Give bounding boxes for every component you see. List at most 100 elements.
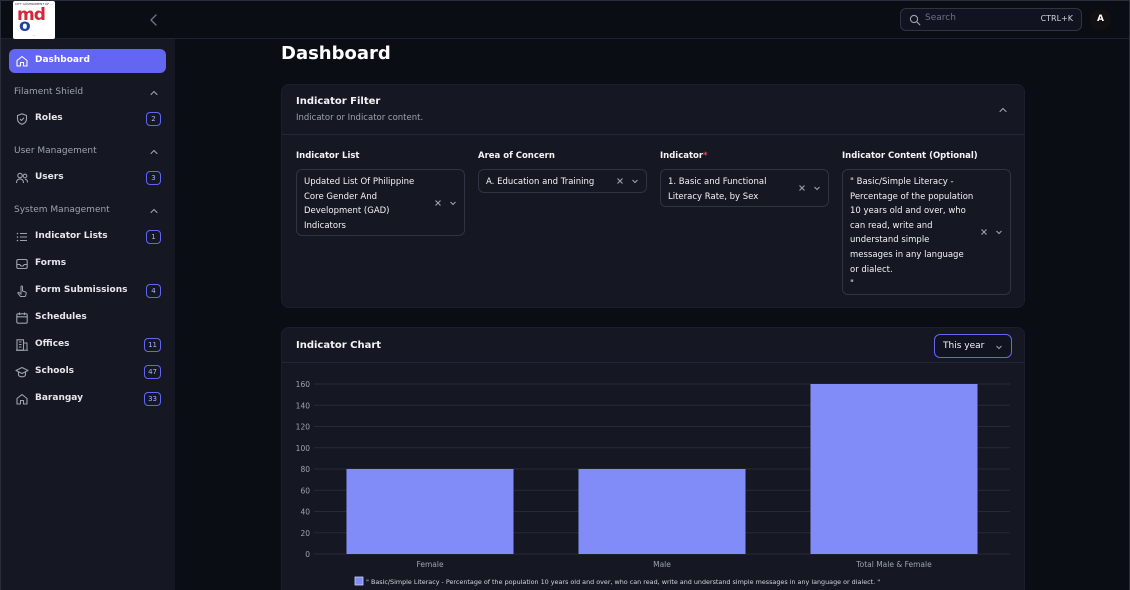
value-line: Development (GAD) [304, 206, 390, 217]
legend-label: " Basic/Simple Literacy - Percentage of … [366, 578, 880, 586]
bar-male[interactable] [578, 469, 746, 554]
x-tick-label: Total Male & Female [855, 560, 932, 569]
period-select[interactable]: This year [934, 334, 1012, 358]
filter-card-header[interactable]: Indicator Filter Indicator or Indicator … [282, 85, 1024, 135]
pointer-icon [17, 285, 27, 297]
sidebar-item-roles[interactable]: Roles 2 [9, 107, 166, 131]
clear-icon[interactable] [615, 176, 625, 186]
period-value: This year [943, 341, 985, 351]
calendar-icon [16, 312, 28, 324]
x-tick-label: Male [653, 560, 671, 569]
x-tick-label: Female [416, 560, 444, 569]
value-line: Literacy Rate, by Sex [668, 191, 759, 202]
logo-top-text: CITY GOVERNMENT OF ... [15, 2, 53, 6]
indicator-list-label: Indicator List [296, 151, 360, 161]
chevron-up-icon[interactable] [149, 147, 159, 157]
count-badge: 33 [144, 392, 161, 406]
sidebar: Dashboard Filament Shield Roles 2 User M… [1, 39, 175, 590]
chevron-up-icon[interactable] [149, 206, 159, 216]
indicator-label-text: Indicator [660, 151, 704, 161]
indicator-value: 1. Basic and Functional Literacy Rate, b… [668, 175, 792, 204]
legend-swatch [354, 576, 364, 586]
sidebar-item-schools[interactable]: Schools 47 [9, 360, 166, 384]
home-icon [16, 55, 28, 67]
y-axis: 0 20 40 60 80 100 120 140 160 [296, 380, 311, 559]
users-icon [15, 172, 29, 184]
y-tick-label: 0 [305, 550, 310, 559]
count-badge: 47 [144, 365, 161, 379]
sidebar-item-label: Schools [35, 366, 75, 376]
app-logo[interactable]: CITY GOVERNMENT OF ... md o ... [13, 1, 55, 39]
sidebar-item-forms[interactable]: Forms [9, 252, 166, 276]
value-line: or dialect. [850, 264, 893, 275]
home-icon [16, 393, 28, 405]
y-tick-label: 140 [296, 401, 311, 410]
sidebar-item-label: Form Submissions [35, 285, 128, 295]
sidebar-item-schedules[interactable]: Schedules [9, 306, 166, 330]
inbox-icon [16, 258, 28, 270]
sidebar-item-label: Barangay [35, 393, 83, 403]
chevron-left-icon [150, 14, 157, 26]
chevron-down-icon[interactable] [448, 198, 458, 208]
bar-chart: 0 20 40 60 80 100 120 140 160 Female Male Total Ma… [296, 380, 1010, 586]
area-of-concern-select[interactable]: A. Education and Training [478, 169, 647, 193]
clear-icon[interactable] [979, 227, 989, 237]
chevron-down-icon[interactable] [994, 227, 1004, 237]
group-label-system-management: System Management [14, 205, 110, 215]
bar-female[interactable] [346, 469, 514, 554]
top-bar: CITY GOVERNMENT OF ... md o ... Search C… [1, 1, 1129, 39]
bar-total-male-female[interactable] [810, 384, 978, 554]
chevron-down-icon[interactable] [630, 176, 640, 186]
value-line: A. Education and Training [486, 177, 595, 187]
chevron-down-icon [996, 345, 1002, 350]
search-icon [909, 14, 921, 26]
sidebar-item-label: Indicator Lists [35, 231, 108, 241]
sidebar-item-label: Roles [35, 113, 63, 123]
chevron-down-icon[interactable] [812, 183, 822, 193]
value-line: " Basic/Simple Literacy - [850, 177, 954, 187]
sidebar-item-dashboard[interactable]: Dashboard [9, 49, 166, 73]
global-search[interactable]: Search CTRL+K [900, 8, 1082, 31]
chevron-up-icon[interactable] [998, 105, 1008, 115]
chart-bars [346, 384, 978, 554]
chart-card-header: Indicator Chart This year [282, 328, 1024, 363]
sidebar-item-offices[interactable]: Offices 11 [9, 333, 166, 357]
count-badge: 2 [146, 112, 161, 126]
indicator-list-select[interactable]: Updated List Of Philippine Core Gender A… [296, 169, 465, 236]
search-placeholder: Search [925, 13, 956, 23]
list-icon [16, 232, 27, 242]
clear-icon[interactable] [433, 198, 443, 208]
area-of-concern-value: A. Education and Training [486, 175, 616, 190]
indicator-select[interactable]: 1. Basic and Functional Literacy Rate, b… [660, 169, 829, 207]
indicator-content-value: " Basic/Simple Literacy - Percentage of … [850, 175, 974, 292]
value-line: Percentage of the population [850, 191, 974, 202]
sidebar-item-label: Offices [35, 339, 70, 349]
sidebar-item-users[interactable]: Users 3 [9, 166, 166, 190]
indicator-content-select[interactable]: " Basic/Simple Literacy - Percentage of … [842, 169, 1011, 295]
count-badge: 3 [146, 171, 161, 185]
value-line: can read, write and [850, 220, 933, 231]
chevron-up-icon[interactable] [149, 88, 159, 98]
sidebar-item-barangay[interactable]: Barangay 33 [9, 387, 166, 411]
sidebar-item-label: Schedules [35, 312, 87, 322]
value-line: Indicators [304, 220, 346, 231]
chart-card-title: Indicator Chart [296, 340, 382, 351]
y-tick-label: 100 [296, 444, 311, 453]
y-tick-label: 20 [300, 529, 310, 538]
user-avatar[interactable]: A [1090, 9, 1111, 30]
logo-main-text: md [17, 5, 46, 25]
clear-icon[interactable] [797, 183, 807, 193]
school-icon [15, 366, 29, 378]
sidebar-item-form-submissions[interactable]: Form Submissions 4 [9, 279, 166, 303]
sidebar-item-label: Forms [35, 258, 67, 268]
value-line: 10 years old and over, who [850, 206, 966, 217]
sidebar-item-label: Users [35, 172, 64, 182]
indicator-chart-card: Indicator Chart This year 0 20 40 60 80 100 12… [281, 327, 1025, 590]
sidebar-item-indicator-lists[interactable]: Indicator Lists 1 [9, 225, 166, 249]
collapse-sidebar-button[interactable] [145, 11, 163, 29]
indicator-list-value: Updated List Of Philippine Core Gender A… [304, 175, 428, 233]
count-badge: 4 [146, 284, 161, 298]
required-mark: * [703, 151, 708, 161]
chart-legend[interactable]: " Basic/Simple Literacy - Percentage of … [354, 576, 880, 586]
indicator-label: Indicator* [660, 151, 708, 161]
